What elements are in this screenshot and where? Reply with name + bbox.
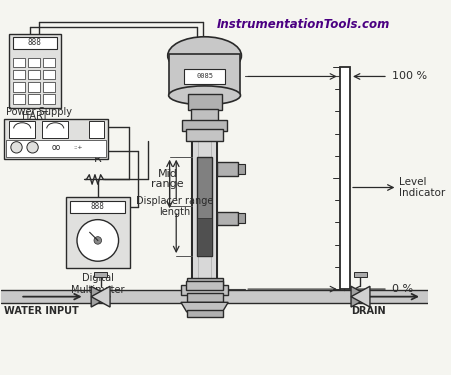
Bar — [28, 70, 40, 79]
Text: 100 %: 100 % — [391, 72, 427, 81]
Bar — [43, 57, 55, 67]
Text: Digital
Multimeter: Digital Multimeter — [71, 273, 124, 295]
Polygon shape — [91, 286, 110, 307]
Bar — [354, 272, 367, 277]
Bar — [188, 94, 221, 110]
Bar — [13, 70, 25, 79]
Bar — [186, 129, 223, 141]
Bar — [340, 67, 350, 289]
Bar — [13, 57, 25, 67]
Text: 888: 888 — [28, 38, 42, 47]
Text: InstrumentationTools.com: InstrumentationTools.com — [217, 18, 390, 31]
Bar — [169, 54, 240, 95]
Bar — [191, 109, 218, 122]
Bar — [182, 120, 227, 131]
Text: Level
Indicator: Level Indicator — [399, 177, 446, 198]
Bar — [187, 278, 222, 287]
Ellipse shape — [168, 37, 241, 75]
Bar — [13, 94, 25, 104]
Polygon shape — [181, 302, 228, 312]
Bar — [1, 290, 428, 303]
Text: oo: oo — [51, 143, 61, 152]
Text: 0 %: 0 % — [391, 284, 413, 294]
Bar — [28, 82, 40, 92]
Bar — [43, 82, 55, 92]
Bar — [238, 213, 245, 223]
Bar — [89, 121, 104, 138]
Circle shape — [94, 237, 101, 244]
Bar — [66, 197, 130, 268]
Bar — [13, 82, 25, 92]
Polygon shape — [91, 286, 110, 307]
Text: 0085: 0085 — [196, 74, 213, 80]
Ellipse shape — [169, 86, 240, 105]
Bar — [4, 119, 108, 159]
Bar — [70, 201, 125, 213]
Bar — [197, 157, 212, 256]
Bar — [28, 94, 40, 104]
Text: DRAIN: DRAIN — [351, 306, 386, 316]
Text: Mid
range: Mid range — [152, 169, 184, 189]
Circle shape — [11, 142, 22, 153]
Bar — [42, 121, 69, 138]
Bar — [187, 293, 222, 302]
Bar — [217, 211, 238, 225]
Bar — [181, 285, 228, 295]
Bar — [238, 164, 245, 174]
Text: Power Supply: Power Supply — [6, 107, 72, 117]
Bar — [217, 162, 238, 176]
Bar — [187, 310, 222, 318]
Polygon shape — [351, 286, 370, 307]
Bar — [186, 280, 223, 290]
Bar — [197, 218, 212, 256]
Circle shape — [77, 220, 119, 261]
Text: HART
comm: HART comm — [20, 111, 50, 133]
Text: Displacer range
length: Displacer range length — [136, 196, 213, 217]
Text: 888: 888 — [91, 202, 105, 211]
Polygon shape — [351, 286, 370, 307]
Bar — [184, 69, 226, 84]
Text: R: R — [94, 154, 101, 164]
Bar — [9, 121, 36, 138]
Circle shape — [27, 142, 38, 153]
Bar — [9, 34, 61, 108]
Bar — [28, 57, 40, 67]
Bar — [43, 70, 55, 79]
Bar — [13, 37, 57, 49]
Bar — [94, 272, 107, 277]
Bar — [43, 94, 55, 104]
Text: WATER INPUT: WATER INPUT — [4, 306, 79, 316]
Text: ::+: ::+ — [73, 145, 83, 150]
Bar — [6, 140, 106, 157]
Bar — [193, 141, 216, 289]
